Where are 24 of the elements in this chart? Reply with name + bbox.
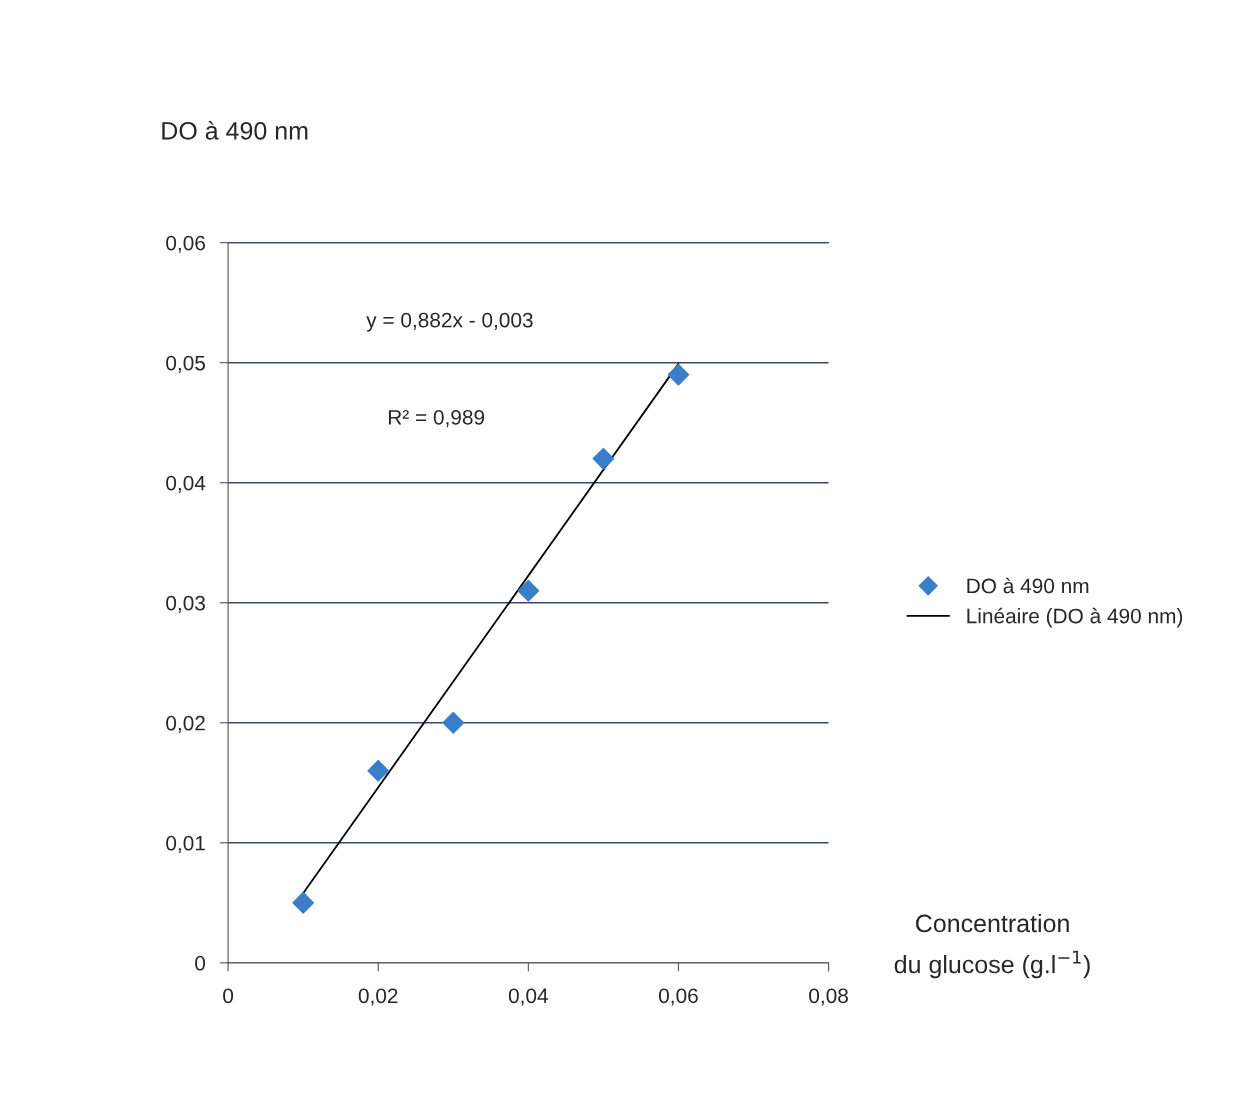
x-tick-label: 0,02	[358, 988, 398, 1006]
x-tick-label: 0,04	[508, 988, 549, 1006]
x-axis-title: Concentration du glucose (g.l$^{−1}$)	[894, 913, 1090, 979]
y-axis-title: DO à 490 nm	[162, 121, 308, 140]
legend-label: DO à 490 nm	[967, 577, 1089, 594]
x-tick-label: 0,08	[809, 988, 848, 1006]
y-tick-label: 0,05	[166, 355, 206, 373]
annotation: R² = 0,989	[388, 409, 485, 428]
y-tick-label: 0,02	[166, 715, 205, 733]
y-tick-label: 0,06	[166, 235, 205, 253]
point	[517, 579, 540, 602]
point	[367, 759, 390, 782]
y-tick-label: 0	[195, 955, 206, 971]
x-tick-label: 0,06	[659, 988, 698, 1006]
y-tick-label: 0,01	[166, 835, 205, 854]
point	[292, 891, 315, 914]
annotation: y = 0,882x - 0,003	[366, 312, 533, 332]
y-tick-label: 0,04	[166, 475, 206, 493]
point	[667, 363, 690, 386]
point	[442, 711, 465, 734]
x-tick-label: 0	[223, 988, 234, 1004]
y-tick-label: 0,03	[166, 595, 205, 613]
point	[592, 447, 615, 470]
legend-label: Linéaire (DO à 490 nm)	[967, 607, 1183, 628]
